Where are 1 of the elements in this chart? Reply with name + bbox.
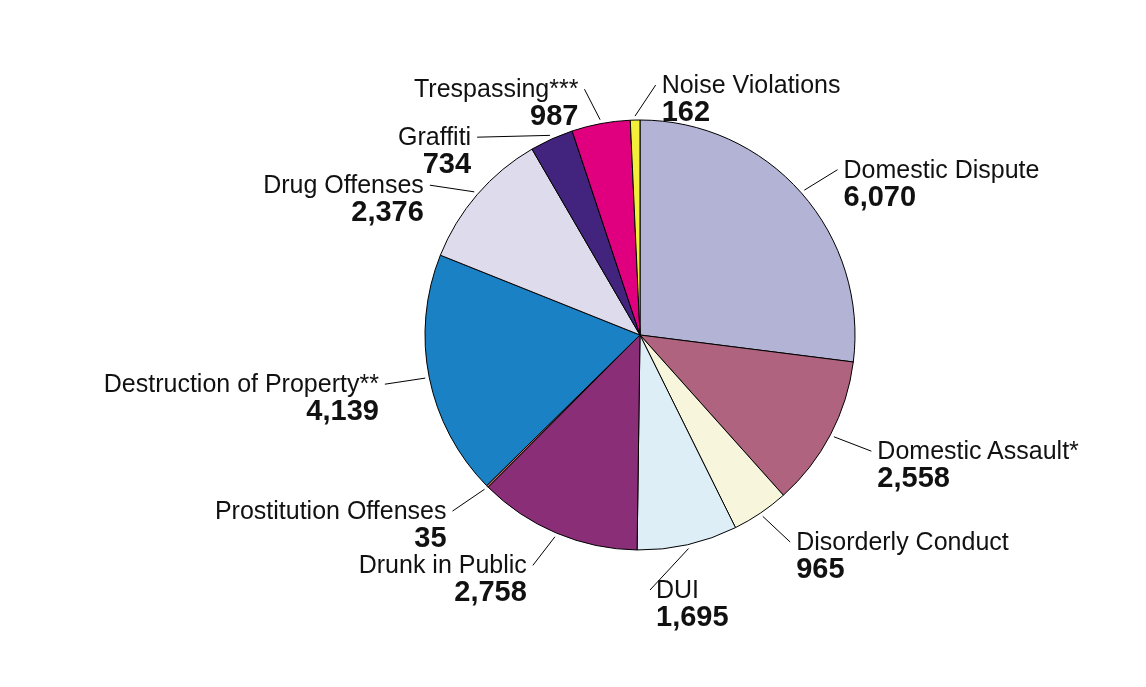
slice-label: Destruction of Property**	[103, 369, 380, 398]
